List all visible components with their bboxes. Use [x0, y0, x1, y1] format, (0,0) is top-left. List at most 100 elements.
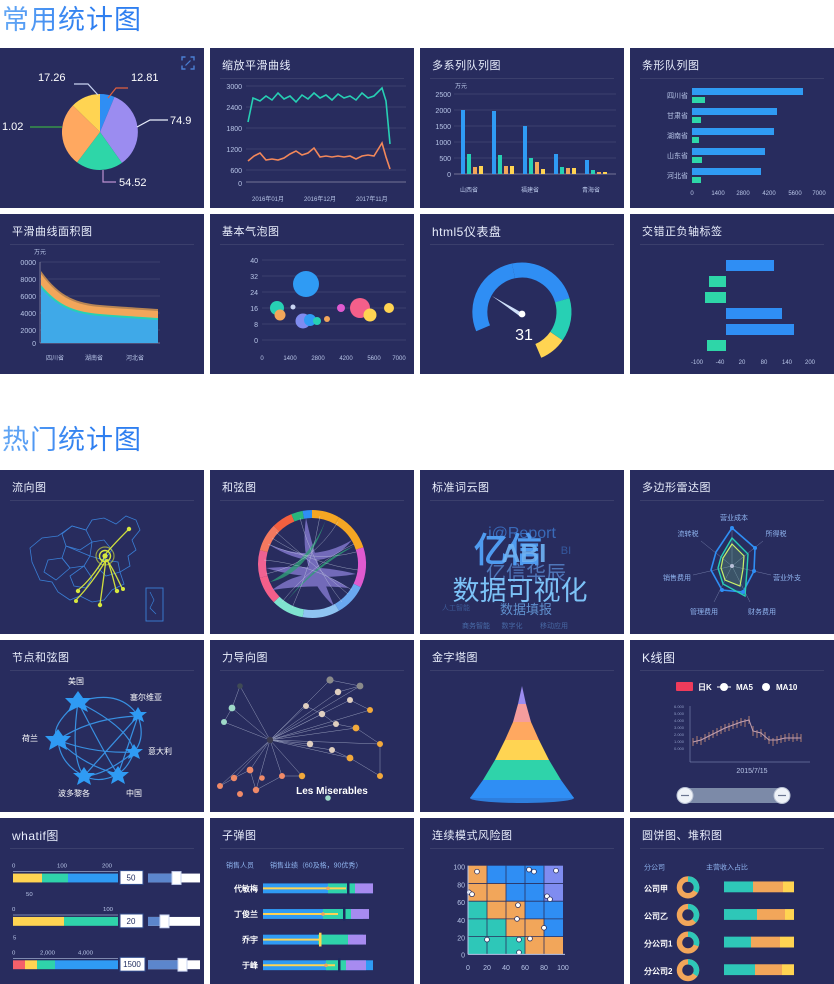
whatif-slider[interactable] — [148, 871, 200, 885]
col-ratio: 主营收入占比 — [706, 863, 748, 872]
y-tick: 80 — [457, 882, 465, 889]
bullet-col-perf: 销售业绩（60及格，90优秀） — [270, 861, 362, 870]
card-pyramid[interactable]: 金字塔图 — [420, 640, 624, 812]
kline-plot: 日K MA5 MA10 6.000 5.000 4.000 3.000 2.000 1… — [630, 666, 834, 810]
svg-text:6.000: 6.000 — [674, 704, 685, 709]
y-unit: 万元 — [34, 249, 46, 256]
radar-axis-label: 销售费用 — [663, 573, 691, 582]
cat-label: 甘肃省 — [667, 111, 688, 120]
risk-plot: 100 80 60 40 20 0 0 20 40 60 80 100 — [420, 844, 624, 982]
y-tick: 40 — [250, 258, 258, 265]
bullet-person: 丁俊兰 — [234, 909, 258, 919]
card-force-directed[interactable]: 力导向图 — [210, 640, 414, 812]
title-divider — [220, 78, 404, 79]
x-tick: -100 — [691, 360, 704, 366]
expand-icon[interactable] — [181, 56, 195, 70]
y-tick: 4000 — [20, 311, 36, 318]
card-risk-heatmap[interactable]: 连续模式风险图 — [420, 818, 624, 984]
card-title: 条形队列图 — [642, 60, 700, 72]
title-divider — [640, 244, 824, 245]
card-title: whatif图 — [12, 829, 59, 843]
x-tick: 7000 — [392, 356, 406, 362]
title-divider — [430, 848, 614, 849]
y-tick: 1500 — [435, 124, 451, 131]
svg-text:3.000: 3.000 — [674, 725, 685, 730]
pie-label-54: 54.52 — [119, 177, 147, 189]
company-label: 公司乙 — [644, 912, 668, 921]
pie-plot: 17.26 12.81 1.02 74.9 54.52 — [0, 48, 204, 208]
pie-label-1: 1.02 — [2, 121, 23, 133]
title-divider — [430, 670, 614, 671]
card-smooth-zoom-line[interactable]: 缩放平滑曲线 3000 2400 1800 1200 — [210, 48, 414, 208]
card-title: 多系列队列图 — [432, 60, 501, 72]
pie-label-74: 74.9 — [170, 115, 191, 127]
card-kline[interactable]: K线图 日K MA5 MA10 6.000 5.000 — [630, 640, 834, 812]
title-divider — [220, 848, 404, 849]
wordcloud-plot: i@Report 亿信 ABI BI 亿信华辰 数据可视化 数据填报 商务智能 … — [420, 496, 624, 632]
y-tick: 2500 — [435, 92, 451, 99]
whatif-note: 5 — [13, 936, 17, 942]
card-title: 圆饼图、堆积图 — [642, 830, 723, 842]
card-node-chord[interactable]: 节点和弦图 — [0, 640, 204, 812]
title-divider — [10, 670, 194, 671]
y-tick: 2000 — [435, 108, 451, 115]
title-divider — [640, 500, 824, 501]
card-wordcloud[interactable]: 标准词云图 i@Report 亿信 ABI BI 亿信华辰 数据可视化 数据填报… — [420, 470, 624, 634]
word: BI — [561, 545, 571, 557]
card-bullet[interactable]: 子弹图 销售人员 销售业绩（60及格，90优秀） 代敏梅 — [210, 818, 414, 984]
card-whatif[interactable]: whatif图 0 100 200 50 — [0, 818, 204, 984]
x-tick: 0 — [690, 191, 694, 197]
x-tick: 100 — [557, 965, 569, 972]
whatif-slider[interactable] — [148, 914, 200, 929]
card-diverging-bar[interactable]: 交错正负轴标签 -100 -40 20 80 140 200 — [630, 214, 834, 374]
card-chord[interactable]: 和弦图 — [210, 470, 414, 634]
card-title: html5仪表盘 — [432, 225, 502, 239]
node-chord-plot: 美国 塞尔维亚 意大利 中国 波多黎各 荷兰 — [0, 666, 204, 810]
y-tick: 3000 — [226, 84, 242, 91]
chart-grid-popular: 流向图 — [0, 470, 834, 812]
gauge-plot: 31 — [420, 240, 624, 372]
line-plot: 3000 2400 1800 1200 600 0 2016年01月 2016年… — [210, 74, 414, 206]
whatif-value[interactable]: 20 — [127, 917, 136, 926]
x-tick: -40 — [716, 360, 725, 366]
bar-plot: 万元 2500 2000 1500 1000 500 0 — [420, 74, 624, 206]
x-tick: 2800 — [311, 356, 325, 362]
card-multi-series-bar[interactable]: 多系列队列图 万元 2500 2000 1500 10 — [420, 48, 624, 208]
card-smooth-area[interactable]: 平滑曲线面积图 万元 0000 8000 6000 4000 2000 — [0, 214, 204, 374]
title-divider — [640, 670, 824, 671]
bullet-col-person: 销售人员 — [226, 861, 254, 870]
x-tick: 7000 — [812, 191, 826, 197]
y-tick: 24 — [250, 290, 258, 297]
whatif-value[interactable]: 50 — [127, 874, 136, 883]
node-label: 荷兰 — [22, 733, 38, 743]
card-gauge[interactable]: html5仪表盘 31 — [420, 214, 624, 374]
whatif-slider[interactable] — [148, 957, 200, 972]
x-tick: 140 — [782, 360, 793, 366]
card-bubble[interactable]: 基本气泡图 40 32 24 16 8 0 — [210, 214, 414, 374]
bullet-person: 乔宇 — [241, 935, 258, 945]
section-title-common: 常用统计图 — [0, 0, 142, 37]
y-tick: 600 — [230, 168, 242, 175]
x-tick: 青海省 — [582, 186, 600, 194]
card-pie-chart[interactable]: 17.26 12.81 1.02 74.9 54.52 — [0, 48, 204, 208]
whatif-tick: 4,000 — [78, 950, 94, 956]
word: 数据可视化 — [453, 576, 588, 606]
title-divider — [430, 244, 614, 245]
kline-range-slider[interactable] — [676, 787, 791, 804]
card-pie-stacked[interactable]: 圆饼图、堆积图 分公司 主营收入占比 公司甲 — [630, 818, 834, 984]
svg-text:1.000: 1.000 — [674, 739, 685, 744]
word: ABI — [502, 538, 547, 568]
bullet-plot: 销售人员 销售业绩（60及格，90优秀） 代敏梅 丁俊兰 — [210, 844, 414, 982]
card-flow-map[interactable]: 流向图 — [0, 470, 204, 634]
pie-label-17: 17.26 — [38, 72, 66, 84]
whatif-value[interactable]: 1500 — [123, 960, 141, 969]
card-title: 多边形雷达图 — [642, 482, 711, 494]
card-title: 缩放平滑曲线 — [222, 60, 291, 72]
section-title-popular: 热门统计图 — [0, 418, 142, 457]
y-tick: 0 — [254, 338, 258, 345]
card-title: 连续模式风险图 — [432, 830, 513, 842]
card-radar[interactable]: 多边形雷达图 — [630, 470, 834, 634]
y-tick: 1800 — [226, 126, 242, 133]
x-tick: 60 — [521, 965, 529, 972]
card-horizontal-bar[interactable]: 条形队列图 四川省 甘肃省 湖南省 山东省 河北省 — [630, 48, 834, 208]
